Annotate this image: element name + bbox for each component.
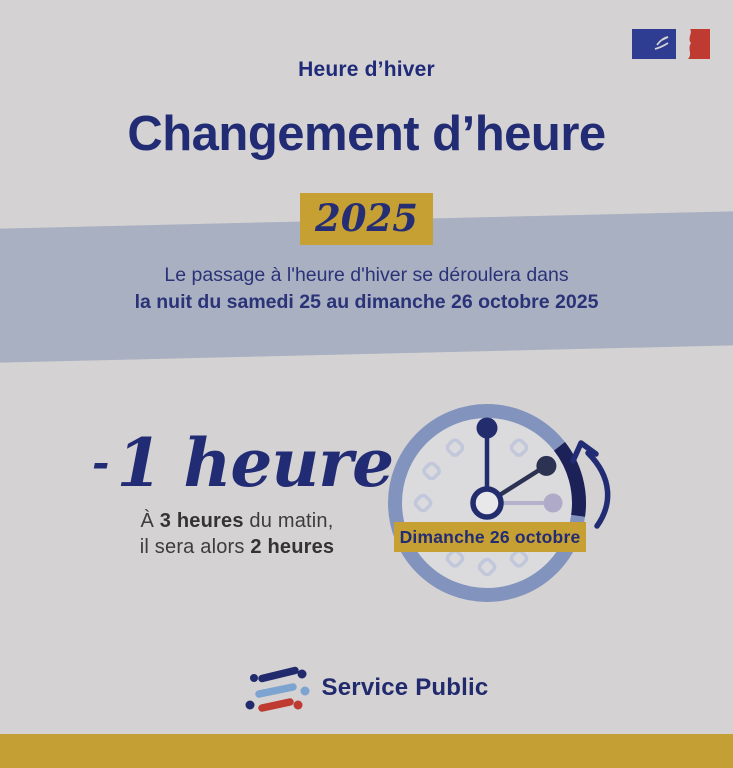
french-government-marianne-logo-icon (632, 29, 710, 59)
offset-detail-text: À 3 heures du matin, il sera alors 2 heu… (92, 508, 382, 560)
footer-brand-row: Service Public (0, 662, 733, 714)
marianne-profile-lines (654, 36, 669, 50)
time-offset-block: -1 heure À 3 heures du matin, il sera al… (92, 424, 394, 560)
year-badge: 2025 (300, 193, 433, 245)
one-hour-value: 1 heure (116, 424, 394, 502)
offset-detail-line-2: il sera alors 2 heures (139, 536, 335, 558)
service-public-logo-icon (245, 666, 310, 712)
minus-one-hour-text: -1 heure (92, 424, 394, 502)
ring-dark-arc-segment (553, 441, 586, 517)
brand-name: Service Public (321, 674, 489, 701)
flag-red-block (688, 29, 710, 59)
info-band-text: Le passage à l'heure d'hiver se dérouler… (0, 262, 733, 316)
kicker-heure-dhiver: Heure d’hiver (298, 58, 435, 81)
flag-blue-block (632, 29, 676, 59)
date-badge: Dimanche 26 octobre (394, 522, 586, 552)
rotate-back-arrow-icon (570, 440, 611, 529)
analog-clock-icon (388, 404, 611, 602)
band-line-1: Le passage à l'heure d'hiver se dérouler… (164, 264, 569, 286)
offset-detail-line-1: À 3 heures du matin, (140, 510, 334, 532)
bottom-gold-bar (0, 734, 733, 768)
clock-center-pivot (470, 486, 504, 520)
minus-sign: - (92, 438, 109, 487)
page-title: Changement d’heure (127, 107, 606, 161)
band-line-2: la nuit du samedi 25 au dimanche 26 octo… (134, 291, 599, 313)
